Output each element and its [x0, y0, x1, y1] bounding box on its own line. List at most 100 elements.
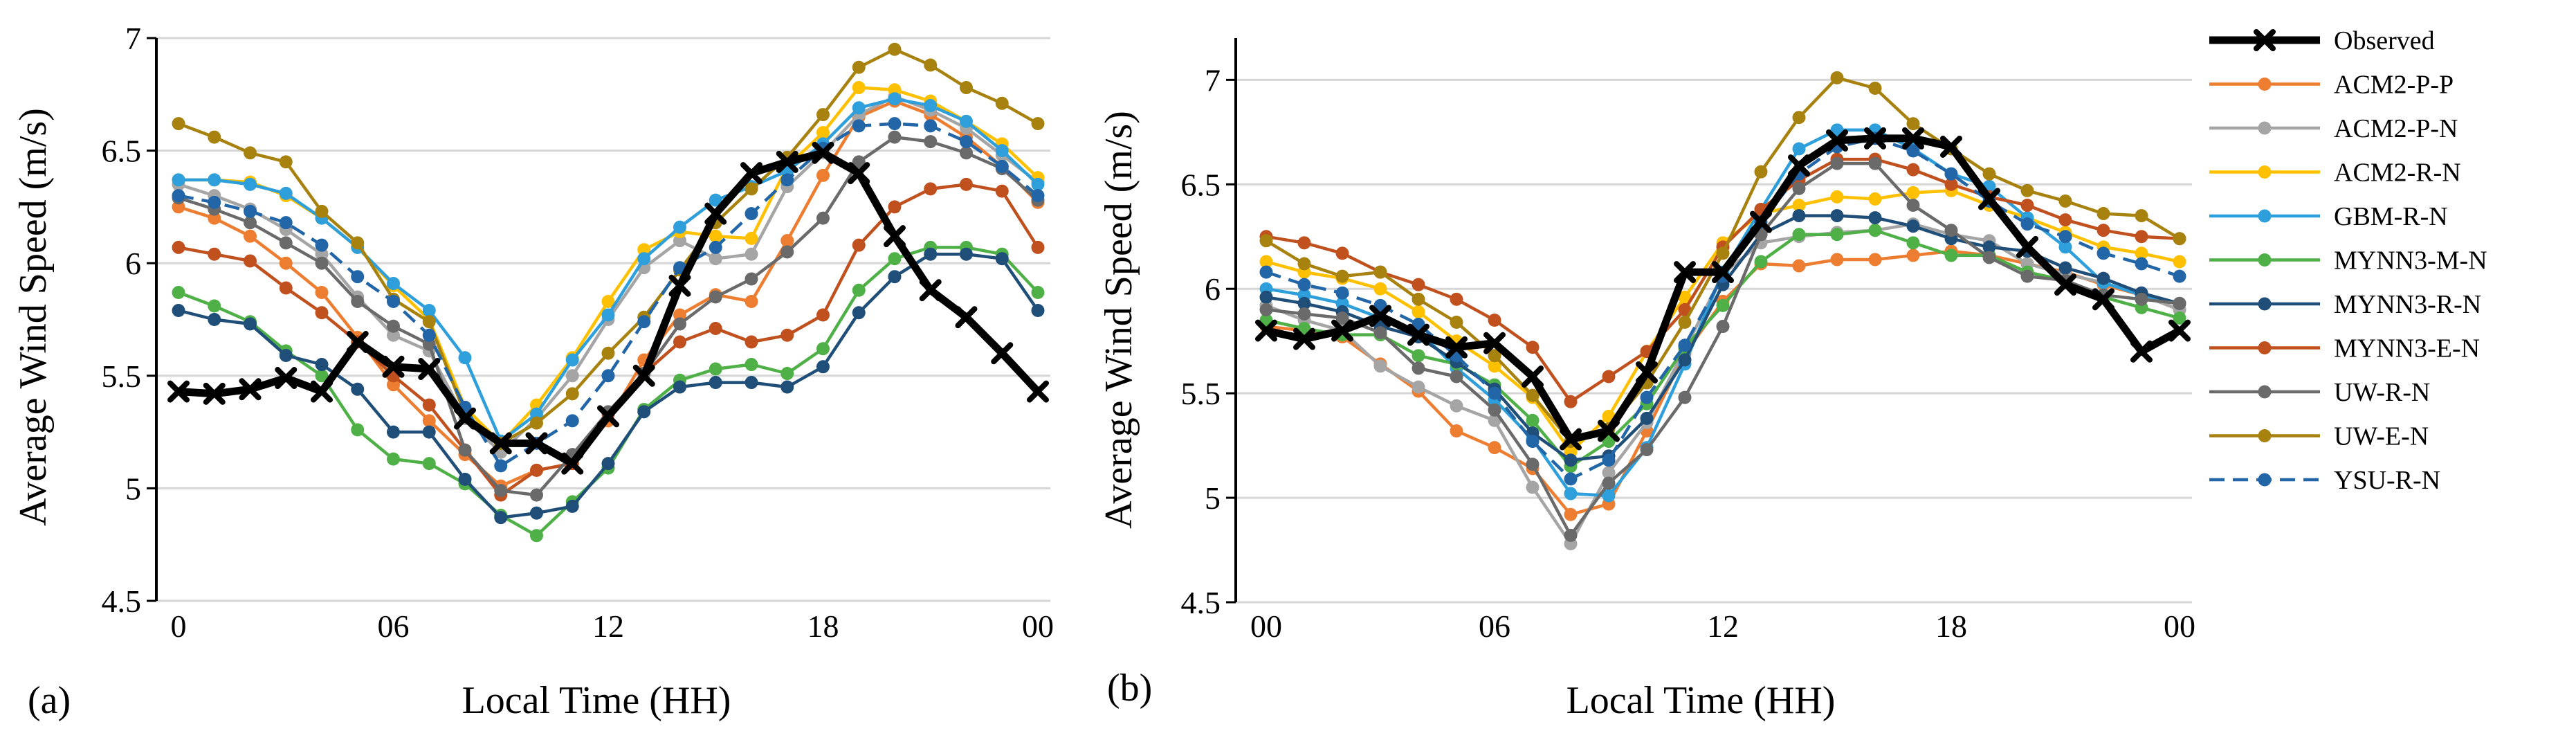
point-uw-e-n-b-17 — [1906, 117, 1920, 131]
point-ysu-r-n-a-4 — [315, 238, 329, 252]
point-observed-b-20 — [2016, 235, 2038, 258]
point-acm2-r-n-a-15 — [709, 229, 722, 243]
point-mynn3-m-n-a-19 — [852, 283, 866, 297]
point-observed-b-9 — [1598, 419, 1620, 442]
point-uw-e-n-a-23 — [995, 96, 1009, 110]
point-mynn3-r-n-a-24 — [1031, 303, 1045, 317]
y-tick-label-a-6-5: 6.5 — [102, 134, 142, 169]
point-ysu-r-n-a-3 — [279, 216, 293, 230]
point-acm2-p-n-b-5 — [1450, 399, 1463, 413]
point-observed-b-24 — [2168, 319, 2191, 342]
point-mynn3-r-n-a-22 — [960, 247, 973, 261]
legend-entry-uw-r-n: UW-R-N — [2209, 378, 2430, 407]
legend: Observed ACM2-P-P ACM2-P-N ACM2-R-N GBM-R-N M… — [2209, 26, 2487, 495]
point-ysu-r-n-a-6 — [387, 294, 400, 308]
y-tick-label-b-4-5: 4.5 — [1181, 585, 1221, 620]
point-gbm-r-n-a-2 — [244, 177, 257, 191]
point-mynn3-e-n-a-7 — [422, 398, 436, 412]
point-mynn3-r-n-b-19 — [1982, 240, 1996, 254]
point-uw-e-n-b-5 — [1450, 316, 1463, 330]
point-uw-r-n-a-6 — [387, 319, 400, 333]
point-ysu-r-n-a-2 — [244, 204, 257, 218]
point-mynn3-r-n-b-8 — [1564, 453, 1578, 467]
point-uw-e-n-a-19 — [852, 60, 866, 74]
point-observed-b-11 — [1674, 261, 1696, 284]
point-observed-a-13 — [632, 364, 655, 387]
point-acm2-p-p-a-3 — [279, 256, 293, 270]
point-observed-a-22 — [955, 306, 978, 329]
panel-a: 4.5 5 5.5 6 6.5 7 0 06 12 18 00 Average Wind Spee… — [12, 21, 1054, 722]
point-uw-r-n-b-15 — [1830, 156, 1844, 170]
point-acm2-p-p-b-5 — [1450, 424, 1463, 437]
series-observed-a — [167, 141, 1049, 475]
legend-marker-ysu-r-n — [2258, 473, 2272, 487]
point-ysu-r-n-a-21 — [924, 119, 938, 133]
x-tick-label-a-4: 00 — [1022, 608, 1054, 644]
point-ysu-r-n-b-0 — [1259, 265, 1273, 279]
point-ysu-r-n-b-2 — [1335, 286, 1349, 300]
point-uw-e-n-b-2 — [1335, 269, 1349, 283]
point-gbm-r-n-b-8 — [1564, 487, 1578, 500]
point-gbm-r-n-b-21 — [2058, 240, 2072, 254]
point-mynn3-r-n-a-23 — [995, 252, 1009, 266]
x-tick-label-a-0: 0 — [171, 608, 187, 644]
point-uw-e-n-b-0 — [1259, 234, 1273, 248]
point-ysu-r-n-b-22 — [2097, 246, 2110, 260]
point-mynn3-r-n-a-12 — [601, 457, 615, 471]
legend-marker-acm2-r-n — [2258, 165, 2272, 179]
point-mynn3-r-n-a-18 — [816, 360, 830, 374]
point-acm2-r-n-a-12 — [601, 294, 615, 308]
point-uw-r-n-b-6 — [1488, 403, 1501, 417]
point-ysu-r-n-a-5 — [351, 270, 365, 284]
point-observed-b-6 — [1483, 332, 1506, 354]
point-mynn3-e-n-b-5 — [1450, 292, 1463, 306]
point-mynn3-e-n-a-15 — [709, 322, 722, 336]
point-uw-r-n-a-4 — [315, 256, 329, 270]
point-acm2-p-p-b-6 — [1488, 441, 1501, 455]
point-mynn3-e-n-a-0 — [172, 240, 185, 254]
point-observed-b-5 — [1445, 336, 1468, 359]
point-mynn3-m-n-a-4 — [315, 369, 329, 383]
point-mynn3-r-n-b-16 — [1868, 211, 1882, 225]
legend-marker-mynn3-m-n — [2258, 253, 2272, 267]
point-observed-a-19 — [848, 162, 870, 185]
point-mynn3-r-n-a-8 — [458, 472, 472, 486]
point-mynn3-r-n-a-2 — [244, 317, 257, 331]
point-mynn3-m-n-a-6 — [387, 452, 400, 466]
point-uw-e-n-b-11 — [1678, 316, 1692, 330]
legend-label-observed: Observed — [2334, 26, 2435, 55]
panel-a-x-ticks: 0 06 12 18 00 — [171, 608, 1054, 644]
point-mynn3-r-n-a-19 — [852, 306, 866, 320]
point-gbm-r-n-a-10 — [530, 407, 543, 421]
point-mynn3-e-n-a-10 — [530, 463, 543, 477]
point-uw-r-n-b-0 — [1259, 303, 1273, 316]
point-ysu-r-n-a-15 — [709, 240, 722, 254]
point-acm2-p-n-a-4 — [315, 247, 329, 261]
point-acm2-p-n-a-16 — [745, 247, 758, 261]
point-mynn3-e-n-a-4 — [315, 306, 329, 320]
point-uw-r-n-b-19 — [1982, 251, 1996, 264]
point-observed-a-15 — [704, 202, 727, 225]
point-ysu-r-n-a-0 — [172, 189, 185, 203]
legend-marker-mynn3-e-n — [2258, 341, 2272, 354]
point-uw-r-n-b-20 — [2020, 269, 2034, 283]
point-acm2-r-n-b-15 — [1830, 190, 1844, 204]
legend-marker-uw-r-n — [2258, 385, 2272, 399]
panel-a-y-axis-label: Average Wind Speed (m/s) — [12, 108, 55, 526]
point-uw-e-n-a-10 — [530, 416, 543, 430]
point-acm2-p-p-a-14 — [673, 308, 686, 322]
point-mynn3-e-n-a-22 — [960, 177, 973, 191]
x-tick-label-b-2: 12 — [1707, 608, 1739, 644]
point-gbm-r-n-a-19 — [852, 101, 866, 115]
point-uw-r-n-a-21 — [924, 135, 938, 149]
point-uw-e-n-b-24 — [2173, 232, 2186, 246]
point-observed-a-16 — [740, 162, 762, 185]
y-tick-label-b-5: 5 — [1205, 480, 1221, 516]
legend-entry-mynn3-r-n: MYNN3-R-N — [2209, 290, 2481, 319]
point-uw-r-n-a-16 — [745, 272, 758, 286]
panel-b-x-axis-label: Local Time (HH) — [1566, 679, 1836, 722]
point-ysu-r-n-a-16 — [745, 207, 758, 221]
point-observed-b-15 — [1826, 129, 1848, 152]
legend-label-acm2-p-n: ACM2-P-N — [2334, 114, 2458, 143]
point-observed-a-20 — [884, 225, 906, 248]
